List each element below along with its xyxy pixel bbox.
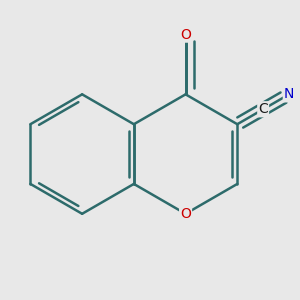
Text: N: N xyxy=(284,87,294,101)
Text: O: O xyxy=(180,207,191,221)
Text: O: O xyxy=(180,28,191,42)
Text: C: C xyxy=(258,102,268,116)
